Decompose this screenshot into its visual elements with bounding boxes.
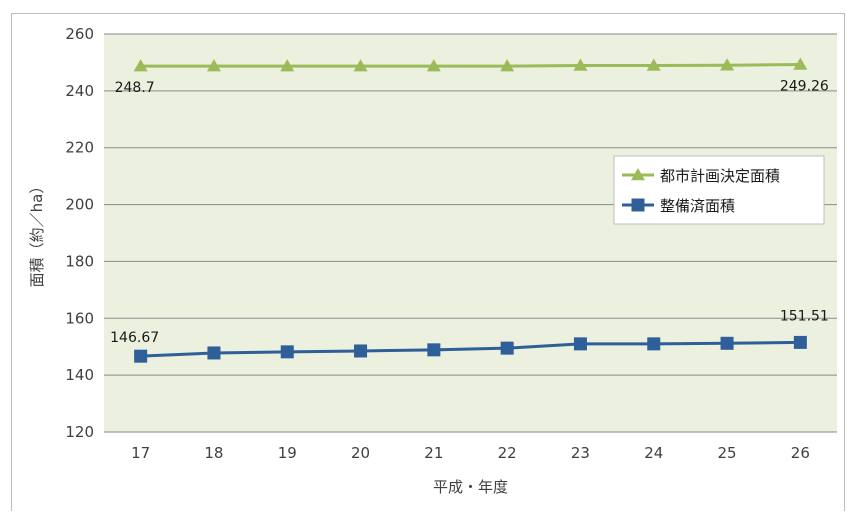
gridlines bbox=[104, 33, 837, 433]
square-marker bbox=[793, 335, 807, 349]
square-marker bbox=[134, 349, 148, 363]
triangle-marker bbox=[133, 59, 148, 72]
line-chart: 120 140 160 180 200 220 240 260 17 18 19 20 21 22 23 2… bbox=[28, 25, 837, 496]
square-marker bbox=[354, 344, 368, 358]
y-tick-label: 180 bbox=[65, 252, 94, 270]
series-2 bbox=[134, 335, 807, 363]
series-1 bbox=[133, 57, 808, 72]
legend-item: 都市計画決定面積 bbox=[622, 167, 780, 185]
x-axis-ticks: 17 18 19 20 21 22 23 24 25 26 bbox=[131, 444, 810, 462]
chart-frame: 120 140 160 180 200 220 240 260 17 18 19 20 21 22 23 2… bbox=[11, 13, 845, 511]
x-tick-label: 26 bbox=[791, 444, 810, 462]
triangle-marker bbox=[720, 58, 735, 71]
triangle-marker bbox=[573, 58, 588, 71]
y-axis-ticks: 120 140 160 180 200 220 240 260 bbox=[65, 25, 94, 441]
legend-box bbox=[613, 155, 825, 225]
square-marker bbox=[500, 341, 514, 355]
data-label: 151.51 bbox=[780, 308, 829, 324]
x-tick-label: 21 bbox=[424, 444, 443, 462]
legend-label: 整備済面積 bbox=[660, 197, 735, 215]
square-marker bbox=[647, 337, 661, 351]
y-tick-label: 200 bbox=[65, 196, 94, 214]
y-tick-label: 240 bbox=[65, 82, 94, 100]
legend-item: 整備済面積 bbox=[622, 197, 735, 215]
data-labels: 248.7 249.26 146.67 151.51 bbox=[110, 79, 829, 347]
series-layer bbox=[133, 57, 808, 363]
triangle-marker bbox=[280, 59, 295, 72]
y-tick-label: 120 bbox=[65, 423, 94, 441]
triangle-marker bbox=[631, 168, 645, 181]
series-line bbox=[140, 340, 801, 358]
legend-label: 都市計画決定面積 bbox=[660, 167, 780, 185]
square-marker bbox=[573, 337, 587, 351]
square-marker bbox=[720, 336, 734, 350]
y-tick-label: 260 bbox=[65, 25, 94, 43]
data-label: 249.26 bbox=[780, 79, 829, 95]
triangle-marker bbox=[500, 59, 515, 72]
y-tick-label: 160 bbox=[65, 309, 94, 327]
x-tick-label: 22 bbox=[498, 444, 517, 462]
triangle-marker bbox=[793, 57, 808, 70]
x-tick-label: 19 bbox=[278, 444, 297, 462]
series-line bbox=[140, 63, 801, 68]
x-tick-label: 25 bbox=[718, 444, 737, 462]
triangle-marker bbox=[353, 59, 368, 72]
square-marker bbox=[207, 346, 221, 360]
y-tick-label: 220 bbox=[65, 139, 94, 157]
x-axis-title: 平成・年度 bbox=[433, 478, 508, 496]
square-marker bbox=[631, 198, 645, 212]
triangle-marker bbox=[646, 58, 661, 71]
triangle-marker bbox=[426, 59, 441, 72]
triangle-marker bbox=[206, 59, 221, 72]
plot-area bbox=[104, 34, 837, 432]
y-tick-label: 140 bbox=[65, 366, 94, 384]
y-axis-title: 面積（約／ha） bbox=[28, 179, 46, 288]
square-marker bbox=[427, 343, 441, 357]
x-tick-label: 20 bbox=[351, 444, 370, 462]
square-marker bbox=[280, 345, 294, 359]
x-tick-label: 18 bbox=[204, 444, 223, 462]
x-tick-label: 17 bbox=[131, 444, 150, 462]
data-label: 146.67 bbox=[110, 330, 159, 346]
x-tick-label: 24 bbox=[644, 444, 663, 462]
x-tick-label: 23 bbox=[571, 444, 590, 462]
data-label: 248.7 bbox=[115, 80, 155, 96]
